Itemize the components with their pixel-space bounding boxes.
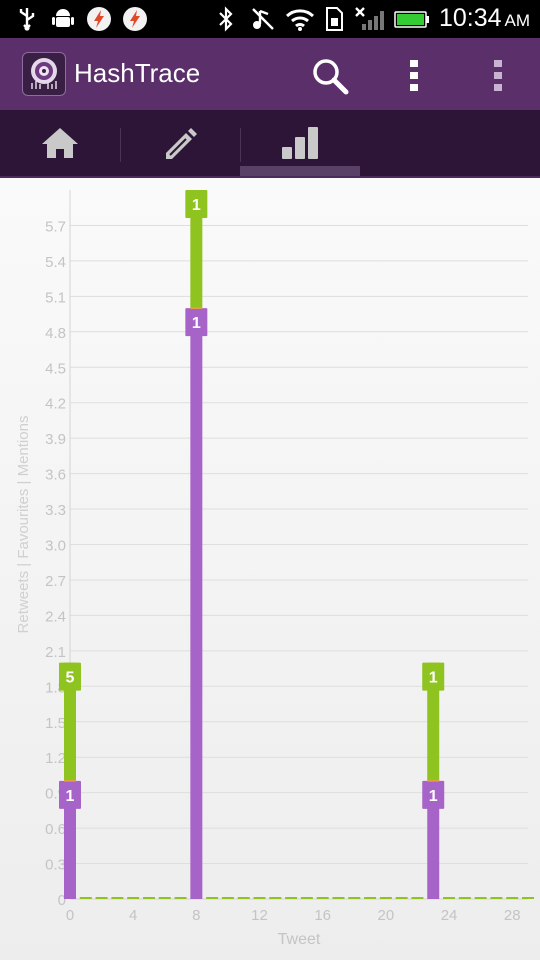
- data-label: 1: [66, 788, 75, 805]
- x-tick-label: 24: [441, 907, 458, 924]
- tab-home[interactable]: [0, 110, 120, 176]
- bar-segment-purple: [427, 780, 440, 899]
- tab-chart[interactable]: [240, 110, 360, 176]
- data-label: 1: [192, 197, 201, 214]
- x-axis-title: Tweet: [278, 931, 321, 948]
- y-tick-label: 0.3: [45, 857, 66, 874]
- app-logo-icon[interactable]: [22, 52, 66, 96]
- home-icon: [42, 128, 78, 158]
- data-label-box: [185, 308, 208, 337]
- data-label-box: [185, 190, 208, 218]
- tweet-stats-chart: 00.30.60.91.21.51.82.12.42.73.03.33.63.9…: [15, 190, 534, 948]
- y-tick-label: 5.4: [45, 254, 66, 271]
- x-tick-label: 20: [378, 907, 395, 924]
- x-tick-label: 8: [192, 907, 200, 924]
- overflow-menu-icon: [494, 60, 502, 91]
- selected-tab-indicator: [240, 166, 360, 176]
- bar-chart-icon: [282, 127, 318, 159]
- battery-icon: [394, 6, 430, 32]
- overflow-menu-button[interactable]: [482, 54, 514, 98]
- y-tick-label: 2.1: [45, 644, 66, 661]
- search-icon: [313, 59, 349, 95]
- android-debug-icon: [50, 6, 76, 32]
- data-label: 5: [66, 670, 75, 687]
- data-label: 1: [192, 315, 201, 332]
- wifi-icon: [284, 6, 316, 32]
- bluetooth-icon: [214, 6, 238, 32]
- overflow-menu-button[interactable]: [398, 54, 430, 98]
- status-bar: 10:34 AM: [0, 0, 540, 38]
- y-tick-label: 2.7: [45, 573, 66, 590]
- app-bar: HashTrace: [0, 38, 540, 110]
- chart-area: 0 0.3 0.6 0.9 1.2 1.5 1.8 2.1 2.4 2.7 3.0 3.3 3.6 3.9…: [0, 178, 540, 960]
- data-label-box: [422, 780, 445, 809]
- y-tick-label: 4.5: [45, 360, 66, 377]
- y-axis-title: Retweets | Favourites | Mentions: [15, 416, 32, 634]
- y-tick-label: 3.0: [45, 538, 66, 555]
- tab-divider: [120, 128, 121, 162]
- y-tick-label: 2.4: [45, 608, 66, 625]
- tab-divider: [240, 128, 241, 162]
- flash-icon: [122, 6, 148, 32]
- y-tick-label: 1.5: [45, 715, 66, 732]
- clock: 10:34 AM: [438, 4, 530, 32]
- signal-icon: [354, 6, 388, 32]
- bar-segment-purple: [64, 780, 76, 899]
- x-tick-label: 12: [251, 907, 268, 924]
- edit-icon: [166, 128, 197, 159]
- data-label: 1: [429, 788, 438, 805]
- y-tick-label: 3.9: [45, 431, 66, 448]
- tab-edit[interactable]: [120, 110, 240, 176]
- data-label: 1: [429, 670, 438, 687]
- y-tick-label: 3.6: [45, 467, 66, 484]
- x-tick-label: 0: [66, 907, 74, 924]
- bar-segment-purple: [190, 308, 203, 899]
- y-tick-label: 4.8: [45, 325, 66, 342]
- bar-segment-green: [64, 662, 76, 781]
- data-label-box: [422, 662, 445, 691]
- x-tick-label: 28: [504, 907, 521, 924]
- x-tick-label: 16: [314, 907, 331, 924]
- mute-icon: [250, 6, 276, 32]
- y-tick-label: 5.7: [45, 218, 66, 235]
- y-tick-label: 5.1: [45, 289, 66, 306]
- overflow-menu-icon: [410, 60, 418, 91]
- x-tick-label: 4: [129, 907, 137, 924]
- y-tick-label: 0: [58, 892, 66, 909]
- y-tick-label: 3.3: [45, 502, 66, 519]
- data-label-box: [59, 662, 81, 691]
- tab-bar: [0, 110, 540, 178]
- y-tick-label: 4.2: [45, 396, 66, 413]
- y-tick-label: 1.2: [45, 750, 66, 767]
- app-title: HashTrace: [74, 58, 201, 88]
- usb-icon: [14, 6, 40, 32]
- bar-segment-green: [427, 662, 440, 781]
- sim-icon: [322, 6, 346, 32]
- flash-icon: [86, 6, 112, 32]
- data-label-box: [59, 780, 81, 809]
- y-tick-label: 0.6: [45, 821, 66, 838]
- search-button[interactable]: [308, 54, 352, 98]
- bar-segment-green: [190, 190, 203, 309]
